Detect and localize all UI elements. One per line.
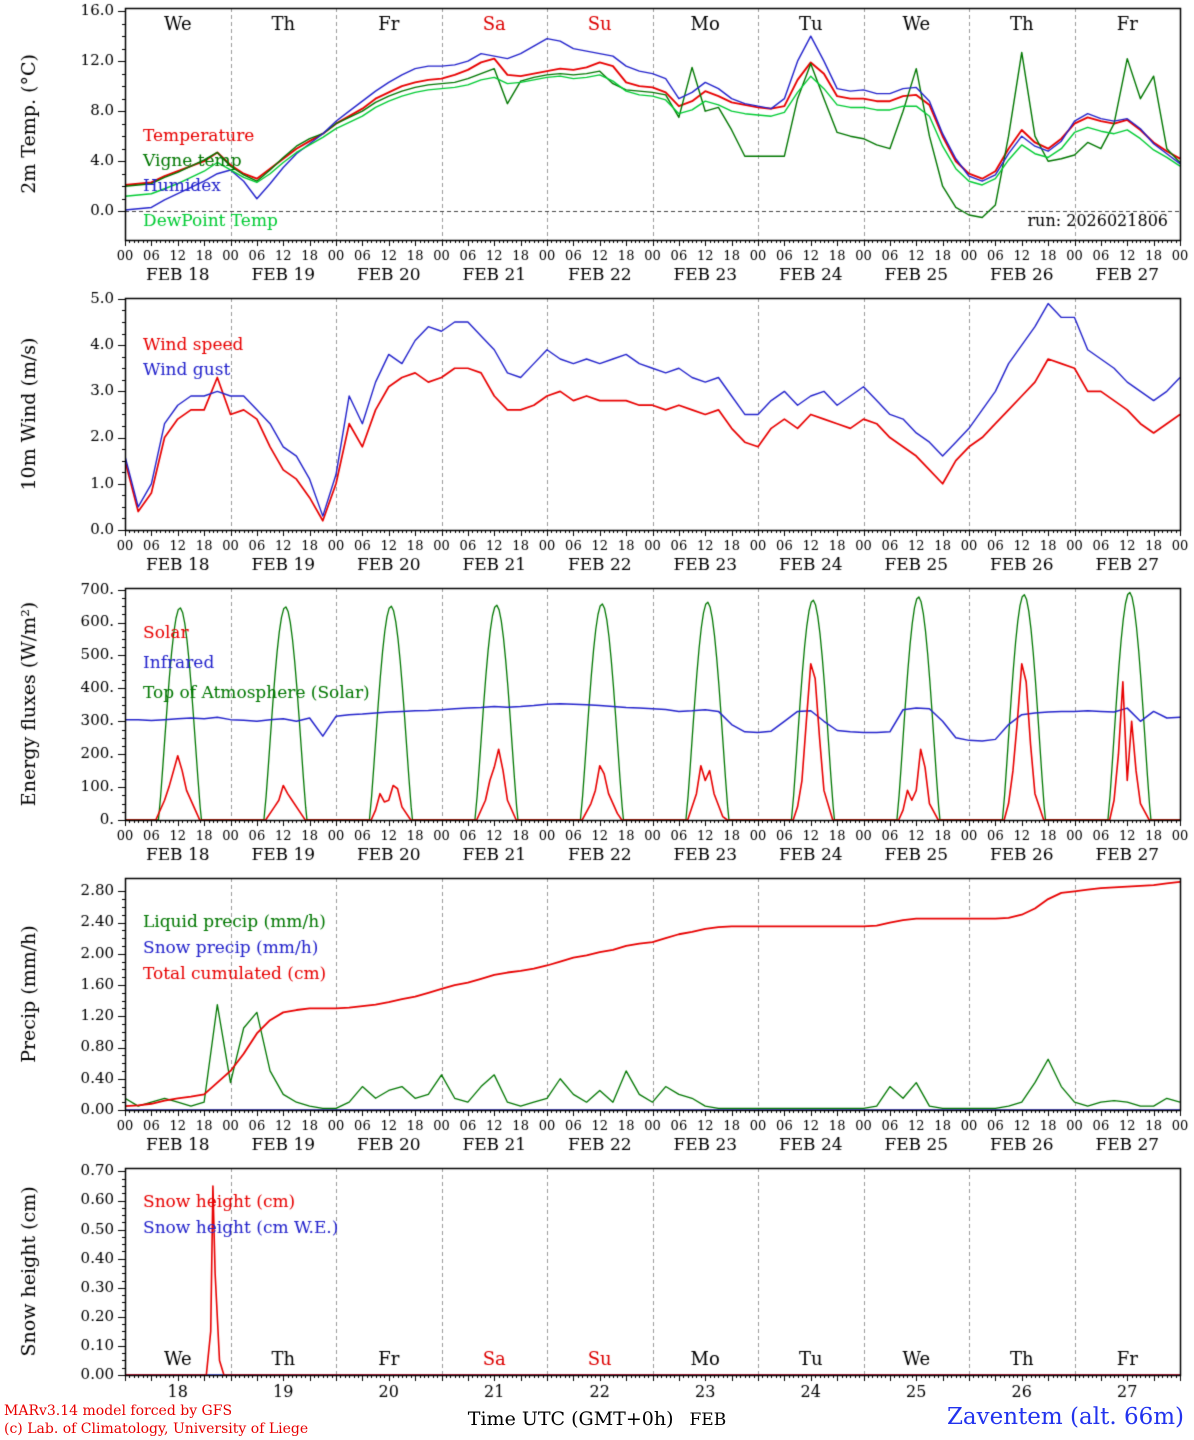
wind-panel: [0, 290, 1194, 580]
snow-height-panel: [0, 1160, 1194, 1400]
figure-footer: MARv3.14 model forced by GFS (c) Lab. of…: [0, 1400, 1194, 1440]
month-label: FEB: [689, 1410, 727, 1430]
station-label: Zaventem (alt. 66m): [946, 1404, 1184, 1430]
time-axis-label: Time UTC (GMT+0h) FEB: [0, 1408, 1194, 1430]
energy-flux-panel: [0, 580, 1194, 870]
precip-panel: [0, 870, 1194, 1160]
temperature-panel: [0, 0, 1194, 290]
credit-line-1: MARv3.14 model forced by GFS: [4, 1403, 233, 1419]
time-axis-text: Time UTC (GMT+0h): [467, 1408, 674, 1430]
model-credit: MARv3.14 model forced by GFS (c) Lab. of…: [4, 1402, 308, 1438]
credit-line-2: (c) Lab. of Climatology, University of L…: [4, 1421, 309, 1437]
